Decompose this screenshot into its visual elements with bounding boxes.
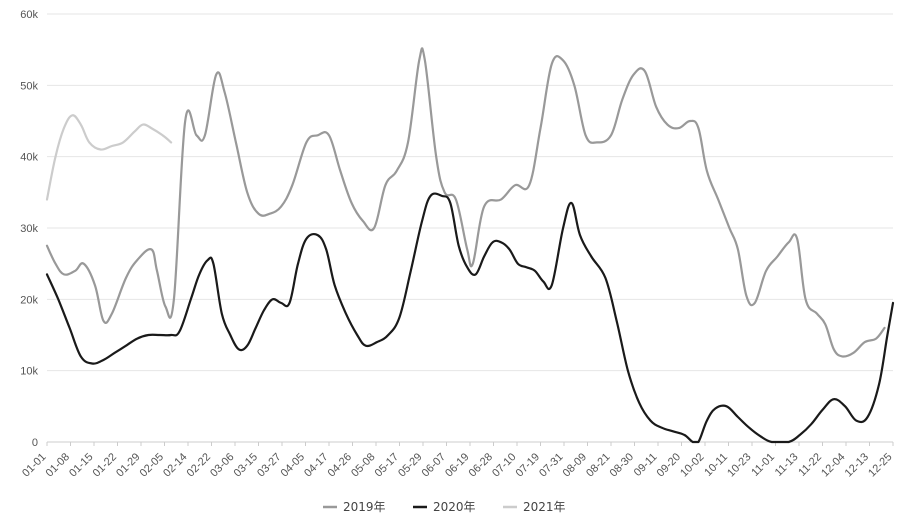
x-tick-label: 05-17 (373, 451, 401, 479)
x-tick-label: 06-28 (467, 451, 495, 479)
x-tick-label: 02-05 (138, 451, 166, 479)
x-tick-label: 02-22 (185, 451, 213, 479)
series-line-1 (45, 47, 886, 358)
series-line-3 (45, 114, 173, 201)
legend-label: 2021年 (523, 500, 566, 514)
x-tick-label: 12-25 (866, 451, 894, 479)
x-tick-label: 01-22 (91, 451, 119, 479)
legend-label: 2019年 (343, 500, 386, 514)
y-tick-label: 60k (20, 9, 38, 21)
x-tick-label: 11-01 (749, 451, 777, 479)
y-tick-label: 10k (20, 366, 38, 378)
x-tick-label: 07-10 (490, 451, 518, 479)
x-tick-label: 11-22 (796, 451, 824, 479)
legend-label: 2020年 (433, 500, 476, 514)
x-tick-label: 10-02 (678, 451, 706, 479)
x-tick-label: 08-30 (608, 451, 636, 479)
legend-item[interactable]: 2019年 (323, 500, 386, 514)
x-tick-label: 09-20 (655, 451, 683, 479)
x-tick-label: 01-01 (20, 451, 48, 479)
x-tick-label: 03-27 (255, 451, 283, 479)
x-tick-label: 05-29 (396, 451, 424, 479)
series-line-2 (45, 192, 895, 444)
x-tick-label: 07-31 (537, 451, 565, 479)
y-tick-label: 30k (20, 223, 38, 235)
x-tick-label: 04-05 (279, 451, 307, 479)
legend-item[interactable]: 2020年 (413, 500, 476, 514)
x-tick-label: 08-09 (561, 451, 589, 479)
x-tick-label: 01-15 (67, 451, 95, 479)
x-tick-label: 09-11 (632, 451, 660, 479)
x-tick-label: 04-17 (302, 451, 330, 479)
x-tick-label: 06-07 (420, 451, 448, 479)
x-tick-label: 11-13 (773, 451, 801, 479)
x-tick-label: 06-19 (443, 451, 471, 479)
x-tick-label: 01-08 (44, 451, 72, 479)
x-tick-label: 12-13 (843, 451, 871, 479)
series-lines (45, 47, 895, 444)
x-tick-label: 01-29 (114, 451, 142, 479)
legend-item[interactable]: 2021年 (503, 500, 566, 514)
y-tick-label: 40k (20, 152, 38, 164)
x-tick-label: 05-08 (349, 451, 377, 479)
x-tick-label: 12-04 (819, 451, 847, 479)
y-tick-label: 20k (20, 294, 38, 306)
x-tick-label: 03-15 (232, 451, 260, 479)
legend: 2019年 2020年 2021年 (323, 500, 566, 514)
x-tick-label: 04-26 (326, 451, 354, 479)
x-tick-label: 08-21 (584, 451, 612, 479)
y-tick-label: 0 (32, 437, 38, 449)
x-tick-label: 10-23 (725, 451, 753, 479)
y-tick-label: 50k (20, 80, 38, 92)
x-tick-label: 10-11 (702, 451, 730, 479)
x-tick-label: 07-19 (514, 451, 542, 479)
x-tick-label: 03-06 (208, 451, 236, 479)
grid-lines (47, 13, 893, 443)
x-tick-label: 02-14 (161, 451, 189, 479)
